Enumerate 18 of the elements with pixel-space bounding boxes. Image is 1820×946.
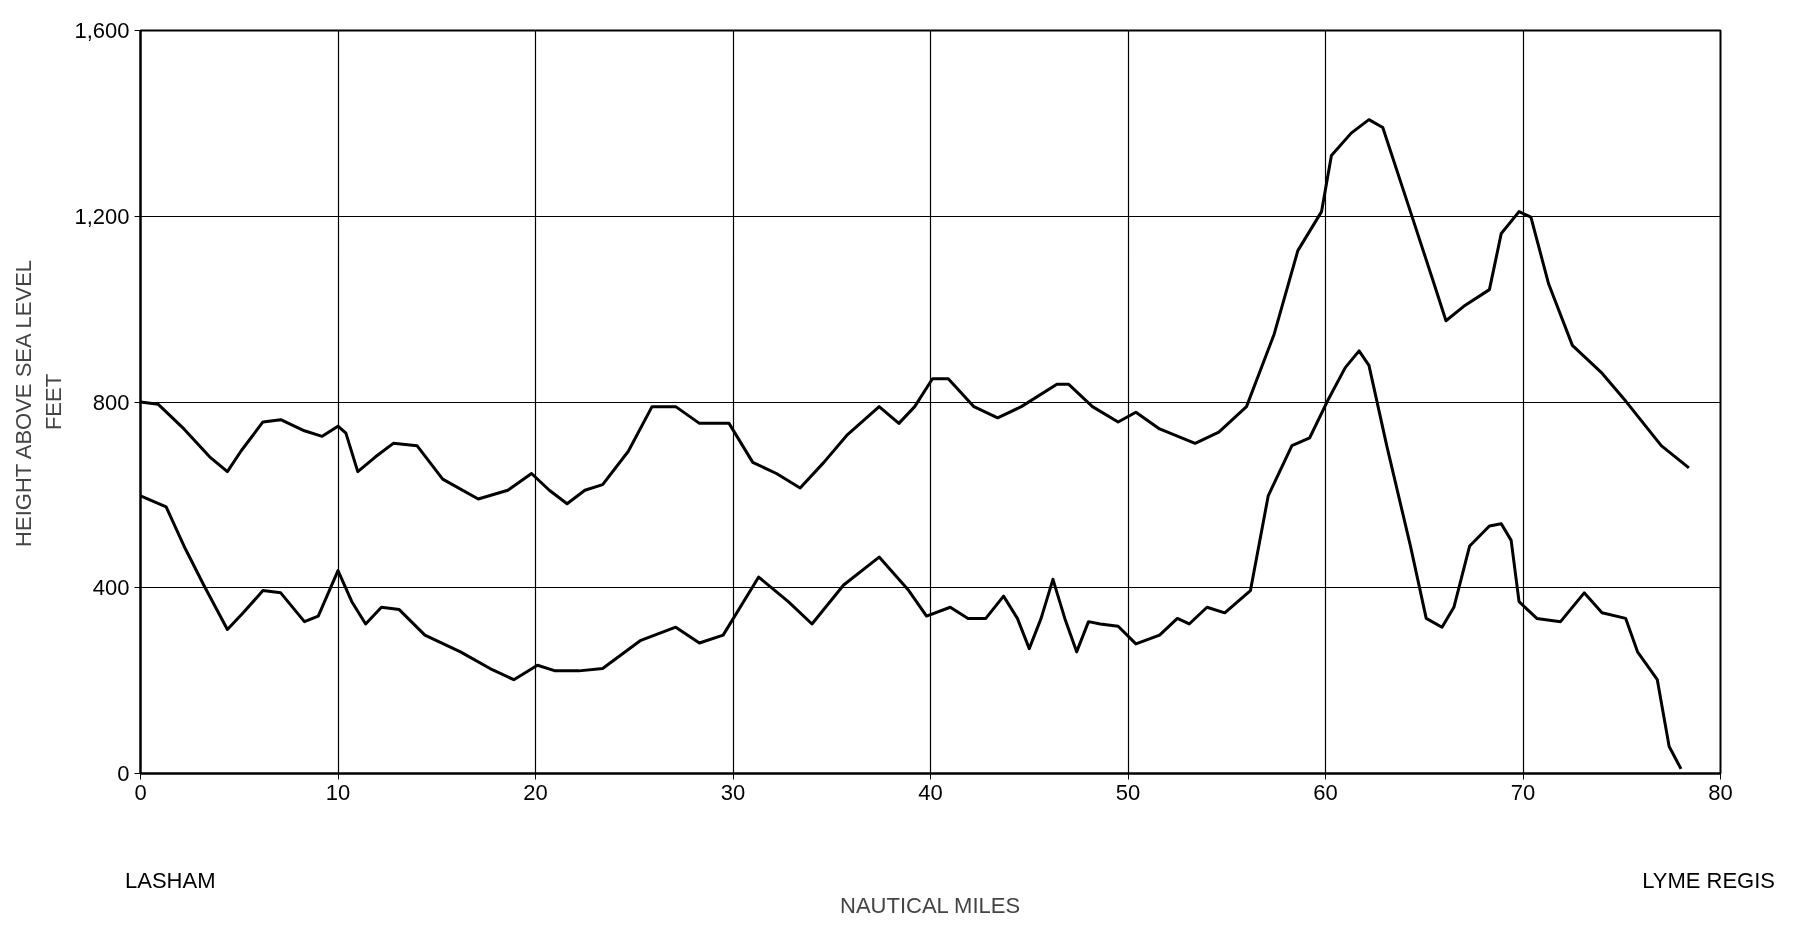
y-tick-label: 0 <box>117 761 130 786</box>
x-tick-label: 80 <box>1708 779 1733 805</box>
x-tick-label: 50 <box>1115 779 1141 805</box>
y-tick-label: 1,200 <box>74 203 130 229</box>
x-tick-label: 10 <box>325 779 351 805</box>
x-tick-label: 40 <box>918 779 943 805</box>
y-tick-label: 1,600 <box>74 18 130 43</box>
x-axis-title: NAUTICAL MILES <box>840 892 1021 918</box>
x-tick-label: 70 <box>1510 779 1536 805</box>
y-axis-title: HEIGHT ABOVE SEA LEVEL FEET <box>11 259 67 547</box>
y-tick-label: 400 <box>92 575 130 601</box>
x-tick-label: 20 <box>523 779 548 805</box>
x-tick-label: 0 <box>134 779 147 805</box>
text: LYME REGIS <box>1642 867 1775 895</box>
x-tick-label: 30 <box>720 779 746 805</box>
y-tick-label: 800 <box>92 389 130 415</box>
x-tick-label: 60 <box>1313 779 1338 805</box>
text: LASHAM <box>125 867 216 895</box>
